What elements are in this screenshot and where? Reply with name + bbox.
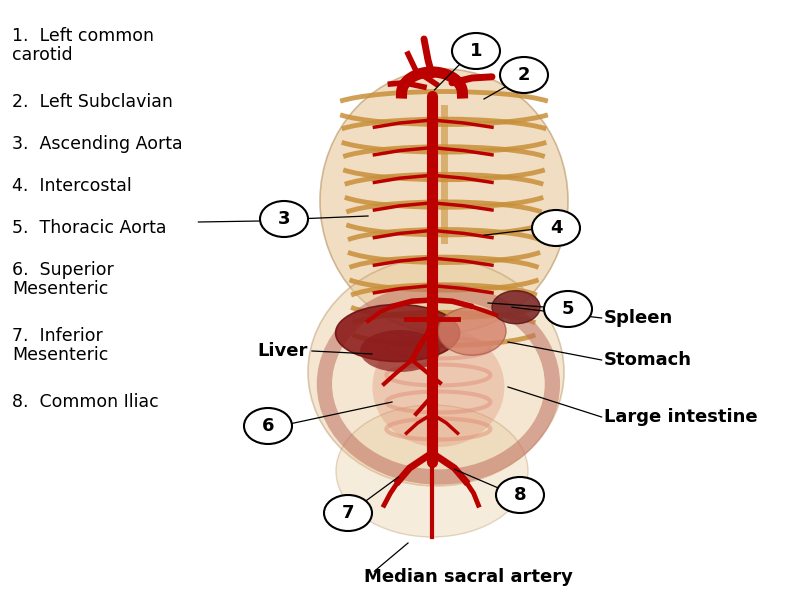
Ellipse shape xyxy=(438,307,506,355)
Circle shape xyxy=(532,210,580,246)
Text: 7.  Inferior
Mesenteric: 7. Inferior Mesenteric xyxy=(12,327,108,364)
Text: 6: 6 xyxy=(262,417,274,435)
Text: 6.  Superior
Mesenteric: 6. Superior Mesenteric xyxy=(12,261,114,298)
Circle shape xyxy=(452,33,500,69)
Text: Liver: Liver xyxy=(258,342,308,360)
Circle shape xyxy=(324,495,372,531)
Text: 1: 1 xyxy=(470,42,482,60)
Circle shape xyxy=(500,57,548,93)
Ellipse shape xyxy=(373,327,505,447)
Text: 4.  Intercostal: 4. Intercostal xyxy=(12,177,132,195)
Text: 3: 3 xyxy=(278,210,290,228)
Text: Median sacral artery: Median sacral artery xyxy=(364,568,573,586)
Circle shape xyxy=(544,291,592,327)
Text: 7: 7 xyxy=(342,504,354,522)
Ellipse shape xyxy=(336,304,459,361)
Text: Stomach: Stomach xyxy=(604,351,692,369)
Ellipse shape xyxy=(336,405,528,537)
Ellipse shape xyxy=(308,258,564,486)
Circle shape xyxy=(496,477,544,513)
Ellipse shape xyxy=(492,290,540,323)
Text: Spleen: Spleen xyxy=(604,309,674,327)
Text: 2: 2 xyxy=(518,66,530,84)
Text: 2.  Left Subclavian: 2. Left Subclavian xyxy=(12,93,173,111)
Circle shape xyxy=(244,408,292,444)
Text: 1.  Left common
carotid: 1. Left common carotid xyxy=(12,27,154,64)
Ellipse shape xyxy=(320,69,568,333)
Text: 4: 4 xyxy=(550,219,562,237)
Circle shape xyxy=(260,201,308,237)
Text: Large intestine: Large intestine xyxy=(604,408,758,426)
Text: 5.  Thoracic Aorta: 5. Thoracic Aorta xyxy=(12,219,166,237)
Text: 3.  Ascending Aorta: 3. Ascending Aorta xyxy=(12,135,182,153)
Ellipse shape xyxy=(360,330,440,372)
Text: 8: 8 xyxy=(514,486,526,504)
Text: 5: 5 xyxy=(562,300,574,318)
Text: 8.  Common Iliac: 8. Common Iliac xyxy=(12,393,158,411)
